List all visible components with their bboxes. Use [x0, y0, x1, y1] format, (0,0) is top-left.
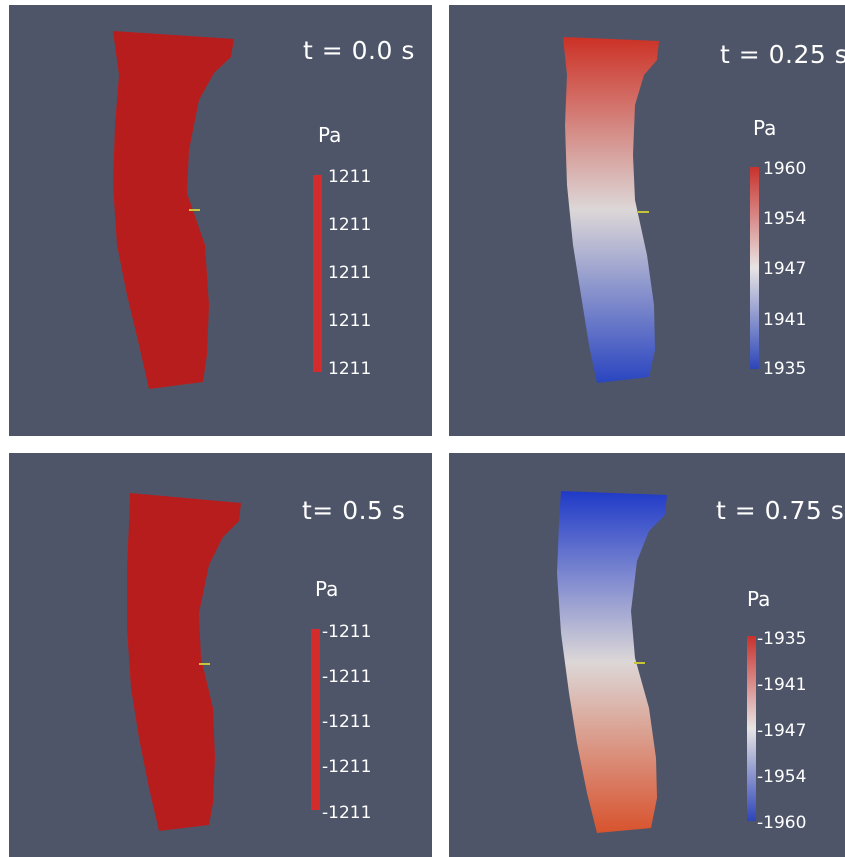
colorbar-tick: -1211 [322, 712, 372, 732]
time-label: t= 0.5 s [302, 496, 406, 525]
time-label: t = 0.0 s [303, 36, 415, 65]
colorbar-tick: 1935 [763, 359, 807, 379]
probe-marker [189, 209, 200, 211]
colorbar-tick: -1947 [757, 721, 807, 741]
probe-marker [199, 663, 210, 665]
colorbar-tick: -1960 [757, 813, 807, 833]
colorbar-tick: -1935 [757, 629, 807, 649]
time-label: t = 0.75 s [716, 496, 845, 525]
panel-t0: t = 0.0 s Pa 1211 1211 1211 1211 1211 [9, 5, 432, 436]
colorbar [750, 167, 759, 369]
panel-t025: t = 0.25 s Pa 1960 1954 1947 1941 1935 [449, 5, 845, 436]
colorbar-tick: -1211 [322, 667, 372, 687]
colorbar-tick: 1211 [328, 263, 372, 283]
colorbar [747, 636, 756, 821]
colorbar-tick: 1960 [763, 159, 807, 179]
colorbar [313, 175, 322, 372]
unit-label: Pa [318, 123, 342, 147]
colorbar-tick: 1211 [328, 215, 372, 235]
colorbar-tick: -1211 [322, 803, 372, 823]
panel-t075: t = 0.75 s Pa -1935 -1941 -1947 -1954 -1… [449, 453, 845, 857]
vessel-model [557, 491, 667, 833]
colorbar-tick: 1947 [763, 259, 807, 279]
probe-marker [638, 211, 649, 213]
unit-label: Pa [753, 116, 777, 140]
colorbar [311, 629, 320, 810]
colorbar-tick: 1941 [763, 310, 807, 330]
unit-label: Pa [315, 577, 339, 601]
colorbar-tick: 1211 [328, 359, 372, 379]
vessel-model [113, 31, 234, 389]
colorbar-tick: -1954 [757, 767, 807, 787]
panel-t05: t= 0.5 s Pa -1211 -1211 -1211 -1211 -121… [9, 453, 432, 857]
colorbar-tick: 1211 [328, 311, 372, 331]
probe-marker [634, 662, 645, 664]
unit-label: Pa [747, 587, 771, 611]
colorbar-tick: 1954 [763, 209, 807, 229]
time-label: t = 0.25 s [720, 40, 845, 69]
colorbar-tick: -1211 [322, 622, 372, 642]
colorbar-tick: 1211 [328, 167, 372, 187]
colorbar-tick: -1941 [757, 675, 807, 695]
colorbar-tick: -1211 [322, 757, 372, 777]
vessel-model [563, 37, 659, 383]
vessel-model [127, 493, 241, 831]
